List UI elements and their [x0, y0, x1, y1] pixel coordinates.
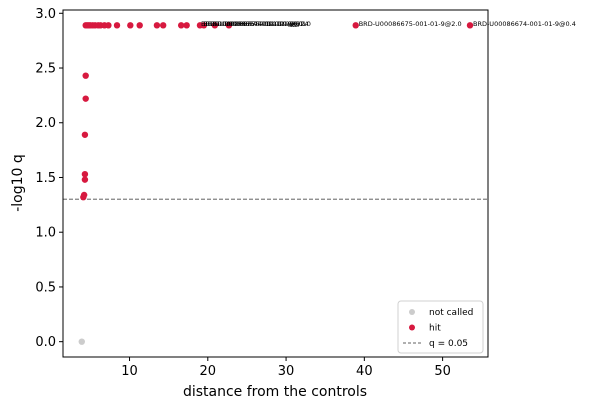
- hit-point: [127, 22, 134, 29]
- point-annotation: BRD-U00086674-001-01-9@0.4: [473, 20, 576, 28]
- hit-point: [153, 22, 161, 29]
- hit-point: [82, 72, 89, 79]
- plot-background: [63, 10, 488, 357]
- plot-frame: [62, 9, 489, 358]
- point-annotation: BRD-U00086675-001-01-9@2.0: [359, 20, 462, 28]
- x-tick-label: 50: [434, 364, 451, 379]
- y-tick-label: 0.0: [35, 335, 56, 350]
- hit-point: [81, 131, 89, 138]
- hit-point: [225, 22, 233, 29]
- legend-label: not called: [429, 308, 473, 318]
- legend-label: hit: [429, 324, 441, 334]
- x-tick-label: 40: [356, 364, 373, 379]
- points-layer: [78, 22, 474, 345]
- y-tick-label: 0.5: [35, 280, 56, 295]
- hit-point: [105, 22, 112, 29]
- hit-point: [81, 176, 89, 183]
- legend-marker: [409, 309, 415, 315]
- legend: not called hit q = 0.05: [397, 300, 484, 354]
- hit-point: [177, 22, 185, 29]
- annotations-layer: BRD-U00086675-001-01-9@0.1BRD-U00086674-…: [201, 20, 576, 28]
- x-tick-label: 30: [278, 364, 295, 379]
- point-annotation: BRD-U00086675-001-01-9@0.4: [206, 20, 309, 28]
- hit-point: [81, 170, 89, 178]
- hit-point: [80, 191, 88, 199]
- hit-point: [466, 22, 474, 29]
- hit-point: [113, 22, 121, 29]
- x-axis-label: distance from the controls: [183, 384, 367, 400]
- x-tick-label: 10: [121, 364, 138, 379]
- x-axis-ticks: 10 20 30 40 50: [121, 357, 451, 379]
- y-tick-label: 1.0: [35, 226, 56, 241]
- hit-point: [159, 22, 167, 29]
- point-annotation: BRD-U00086674-001-01-9@0.1: [203, 20, 306, 28]
- point-annotation: BRD-U00086674-001-01-9@2.0: [208, 20, 311, 28]
- not-called-point: [78, 338, 85, 345]
- hit-point: [82, 95, 89, 102]
- hit-point: [211, 22, 219, 29]
- legend-marker: [409, 324, 415, 331]
- y-tick-label: 3.0: [35, 7, 56, 22]
- hit-point: [183, 22, 190, 29]
- y-axis-ticks: 0.0 0.5 1.0 1.5 2.0 2.5 3.0: [35, 7, 63, 350]
- legend-box: [397, 300, 484, 354]
- x-tick-label: 20: [200, 364, 217, 379]
- hit-point: [352, 22, 359, 29]
- hit-point: [136, 22, 143, 29]
- y-tick-label: 2.5: [35, 62, 56, 77]
- y-axis-label: -log10 q: [10, 154, 26, 212]
- hit-point: [200, 22, 208, 29]
- y-tick-label: 1.5: [35, 171, 56, 186]
- y-tick-label: 2.0: [35, 116, 56, 131]
- legend-label: q = 0.05: [429, 339, 468, 349]
- point-annotation: BRD-U00086675-001-01-9@0.1: [201, 20, 304, 28]
